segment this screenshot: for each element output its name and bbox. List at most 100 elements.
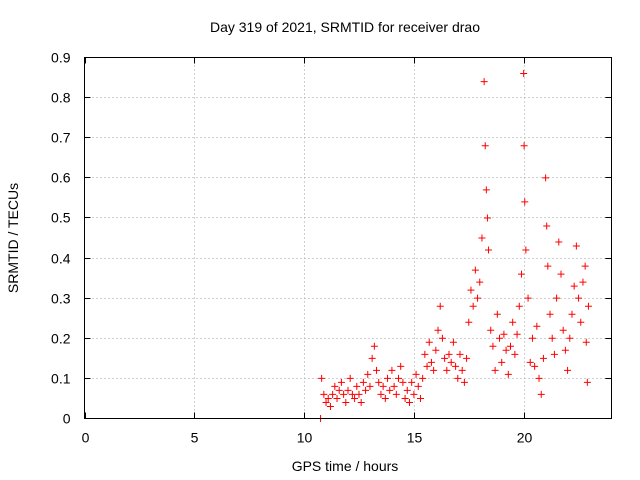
data-point — [491, 366, 499, 374]
data-point — [445, 350, 453, 358]
x-axis-label: GPS time / hours — [292, 458, 399, 474]
data-point — [384, 374, 392, 382]
data-point — [526, 358, 534, 366]
data-point — [388, 366, 396, 374]
data-point — [537, 390, 545, 398]
data-point — [324, 394, 332, 402]
data-point — [329, 390, 337, 398]
data-point — [346, 374, 354, 382]
data-point — [357, 398, 365, 406]
data-point — [320, 390, 328, 398]
data-point — [544, 262, 552, 270]
data-point — [575, 294, 583, 302]
chart-title: Day 319 of 2021, SRMTID for receiver dra… — [210, 19, 480, 35]
data-point — [546, 310, 554, 318]
data-point — [452, 362, 460, 370]
data-point — [471, 266, 479, 274]
data-point — [333, 394, 341, 402]
grid-lines — [84, 57, 612, 419]
data-point — [542, 174, 550, 182]
data-point — [584, 302, 592, 310]
data-point — [522, 246, 530, 254]
data-point — [517, 270, 525, 278]
y-tick-label: 0.3 — [51, 291, 71, 307]
data-point — [564, 366, 572, 374]
data-point — [331, 382, 339, 390]
data-point — [416, 394, 424, 402]
data-point — [465, 318, 473, 326]
y-tick-label: 0.4 — [51, 251, 71, 267]
data-point — [582, 338, 590, 346]
data-point — [342, 398, 350, 406]
data-point — [577, 318, 585, 326]
data-point — [375, 378, 383, 386]
data-point — [359, 378, 367, 386]
data-point — [581, 262, 589, 270]
data-point — [555, 238, 563, 246]
data-point — [430, 366, 438, 374]
data-point — [476, 278, 484, 286]
data-point — [520, 142, 528, 150]
data-point — [348, 390, 356, 398]
data-point — [318, 374, 326, 382]
data-point — [326, 402, 334, 410]
data-point — [454, 374, 462, 382]
data-point — [397, 362, 405, 370]
data-point — [489, 342, 497, 350]
data-point — [401, 394, 409, 402]
data-point — [533, 322, 541, 330]
data-point — [432, 346, 440, 354]
data-point — [392, 390, 400, 398]
data-point — [561, 346, 569, 354]
data-point — [482, 186, 490, 194]
data-point — [322, 398, 330, 406]
data-point — [335, 386, 343, 394]
data-point — [553, 294, 561, 302]
data-point — [436, 302, 444, 310]
data-point — [543, 222, 551, 230]
data-point — [421, 350, 429, 358]
data-point — [480, 78, 488, 86]
data-point — [458, 366, 466, 374]
data-point — [370, 342, 378, 350]
data-point — [408, 378, 416, 386]
data-point — [481, 142, 489, 150]
y-tick-label: 0.8 — [51, 90, 71, 106]
data-point — [531, 362, 539, 370]
data-point — [559, 326, 567, 334]
data-point — [504, 370, 512, 378]
data-point — [467, 286, 475, 294]
data-point — [423, 362, 431, 370]
data-point — [399, 378, 407, 386]
data-point — [381, 394, 389, 402]
data-point — [344, 386, 352, 394]
x-tick-label: 15 — [407, 430, 423, 446]
data-point — [410, 390, 418, 398]
data-point — [521, 198, 529, 206]
data-point — [427, 358, 435, 366]
y-tick-label: 0.1 — [51, 371, 71, 387]
data-point — [572, 242, 580, 250]
data-point — [513, 330, 521, 338]
y-tick-label: 0.7 — [51, 130, 71, 146]
data-point — [438, 334, 446, 342]
data-point — [443, 366, 451, 374]
data-point — [524, 294, 532, 302]
data-point — [434, 326, 442, 334]
data-point — [570, 282, 578, 290]
x-tick-label: 0 — [82, 430, 90, 446]
data-point — [362, 386, 370, 394]
data-point — [557, 270, 565, 278]
plot-frame — [84, 57, 612, 419]
data-point — [405, 398, 413, 406]
y-tick-labels: 0 0.1 0.2 0.3 0.4 0.5 0.6 0.7 0.8 0.9 — [51, 50, 71, 427]
data-point — [583, 378, 591, 386]
data-point — [539, 354, 547, 362]
data-point — [373, 366, 381, 374]
x-tick-labels: 0 5 10 15 20 — [82, 430, 533, 446]
data-point — [566, 334, 574, 342]
x-tick-label: 5 — [191, 430, 199, 446]
y-tick-label: 0.9 — [51, 50, 71, 66]
data-point — [351, 394, 359, 402]
